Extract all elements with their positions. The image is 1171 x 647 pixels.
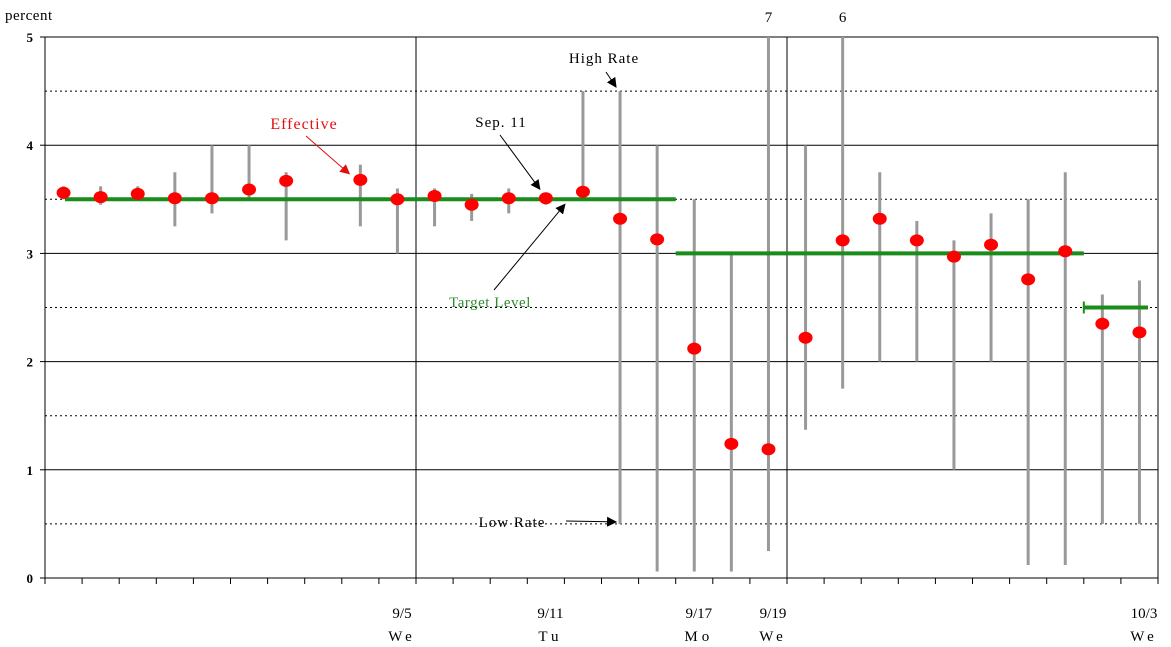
effective-rate-points — [56, 173, 1147, 456]
effective-point — [1095, 317, 1110, 330]
x-tick-label-day: We — [759, 629, 787, 645]
annotation-high-rate-arrow — [605, 71, 617, 88]
x-tick-label-date: 9/19 — [760, 606, 787, 622]
effective-point — [167, 192, 182, 205]
y-tick-label: 5 — [27, 30, 34, 45]
annotation-low-rate-arrow — [565, 516, 618, 527]
effective-point — [390, 193, 405, 206]
effective-point — [761, 443, 776, 456]
effective-point — [204, 192, 219, 205]
effective-point — [984, 238, 999, 251]
offscale-label: 6 — [839, 10, 847, 26]
effective-point — [93, 191, 108, 204]
x-tick-label-date: 9/5 — [392, 606, 411, 622]
annotation-high-rate: High Rate — [569, 51, 639, 67]
effective-point — [242, 183, 257, 196]
offscale-label: 7 — [765, 10, 773, 26]
effective-point — [501, 192, 516, 205]
effective-point — [613, 212, 628, 225]
x-tick-label-day: We — [1130, 629, 1158, 645]
effective-point — [835, 234, 850, 247]
x-tick-label-day: We — [388, 629, 416, 645]
effective-point — [798, 331, 813, 344]
effective-point — [56, 186, 71, 199]
effective-point — [909, 234, 924, 247]
effective-point — [279, 174, 294, 187]
effective-point — [724, 437, 739, 450]
y-tick-label: 2 — [27, 355, 34, 370]
effective-point — [130, 187, 145, 200]
annotation-effective: Effective — [270, 116, 337, 133]
annotation-target-level-arrow — [493, 203, 566, 291]
annotation-low-rate: Low Rate — [479, 515, 546, 531]
y-tick-label: 1 — [27, 463, 34, 478]
grid — [45, 36, 1158, 525]
effective-point — [575, 185, 590, 198]
y-tick-label: 4 — [27, 138, 34, 153]
effective-point — [687, 342, 702, 355]
effective-point — [1058, 245, 1073, 258]
effective-point — [1132, 326, 1147, 339]
labels: 0 1 2 3 4 5 percent 9/5 We 9/11 Tu 9/17 Mo 9/19 We 10/3… — [5, 8, 1158, 645]
effective-point — [353, 173, 368, 186]
target-level-lines — [65, 197, 1148, 314]
y-tick-label: 3 — [27, 246, 34, 261]
axes — [40, 36, 1159, 584]
y-axis-label: percent — [5, 8, 53, 24]
effective-point — [538, 192, 553, 205]
effective-point — [464, 198, 479, 211]
effective-point — [650, 233, 665, 246]
x-tick-label-day: Mo — [684, 629, 713, 645]
annotation-sep11-arrow — [499, 134, 541, 191]
x-tick-label-day: Tu — [538, 629, 562, 645]
x-tick-label-date: 9/17 — [685, 606, 712, 622]
annotation-sep11: Sep. 11 — [475, 115, 526, 131]
effective-point — [872, 212, 887, 225]
x-tick-label-date: 10/3 — [1131, 606, 1158, 622]
effective-point — [946, 250, 961, 263]
x-tick-label-date: 9/11 — [537, 606, 563, 622]
annotation-effective-arrow — [305, 135, 351, 175]
high-low-ranges — [62, 37, 1141, 572]
effective-point — [1021, 273, 1036, 286]
annotation-target-level: Target Level — [449, 295, 531, 311]
effective-point — [427, 190, 442, 203]
y-tick-label: 0 — [27, 571, 34, 586]
